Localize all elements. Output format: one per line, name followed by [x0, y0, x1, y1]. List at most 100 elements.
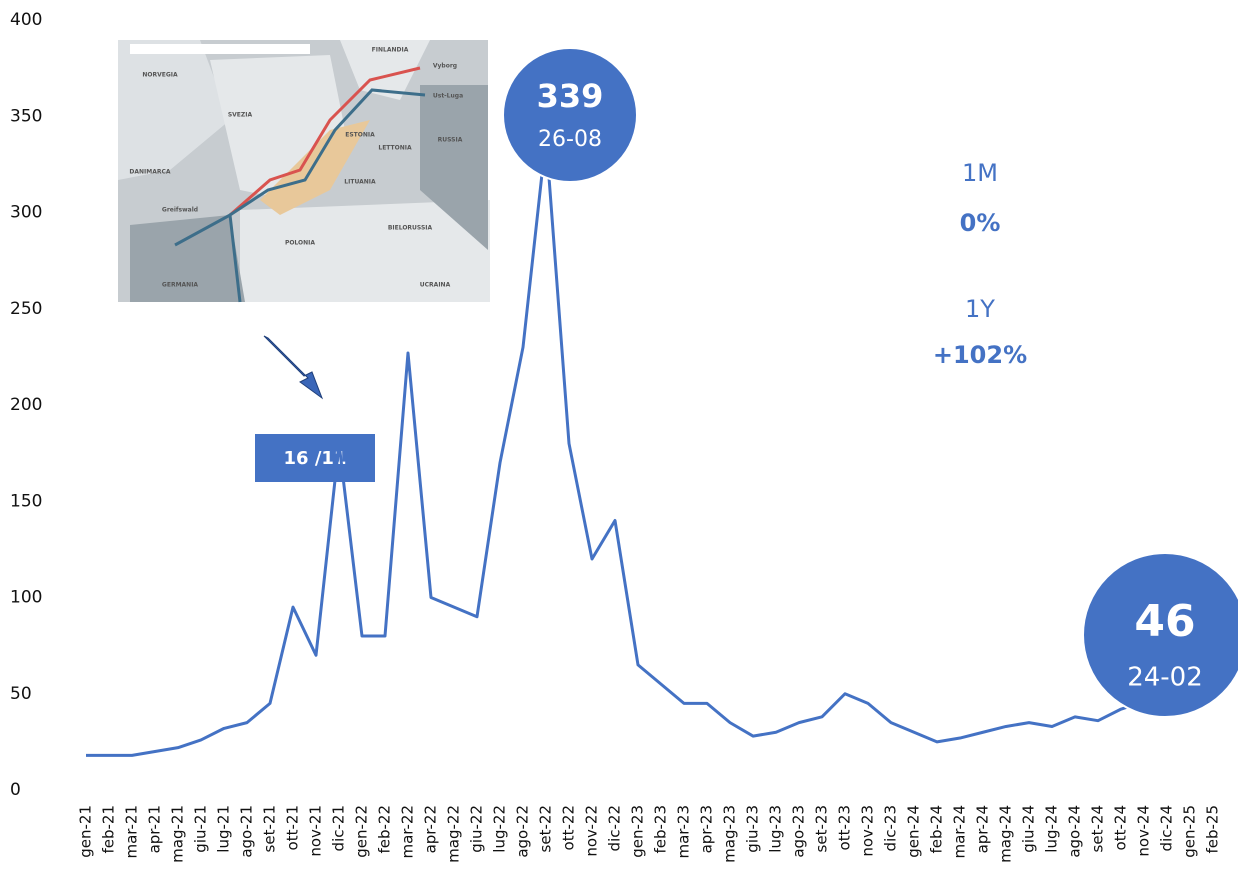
x-tick-label: ago-21: [238, 805, 256, 858]
map-label: NORVEGIA: [142, 72, 178, 79]
x-tick-label: lug-23: [767, 805, 785, 853]
map-label: UCRAINA: [420, 282, 451, 289]
x-tick-label: dic-24: [1158, 805, 1176, 851]
x-tick-label: giu-22: [468, 805, 486, 853]
m1-value: 0%: [960, 209, 1001, 237]
x-tick-label: gen-23: [629, 805, 647, 858]
map-land: [118, 40, 230, 180]
x-tick-label: gen-24: [905, 805, 923, 858]
x-tick-label: set-24: [1089, 805, 1107, 852]
map-label: GERMANIA: [162, 282, 199, 289]
last-value: 46: [1134, 596, 1195, 647]
x-tick-label: ott-24: [1112, 805, 1130, 850]
arrow: [263, 335, 324, 400]
x-tick-label: lug-22: [491, 805, 509, 853]
map-land: [340, 40, 430, 100]
y-tick-label: 150: [10, 491, 42, 511]
map-label: Vyborg: [433, 63, 457, 70]
x-tick-label: giu-24: [1020, 805, 1038, 853]
x-tick-label: mar-21: [123, 805, 141, 859]
peak-bubble: [502, 47, 638, 183]
map-label: LITUANIA: [344, 179, 376, 186]
y1-value: +102%: [933, 341, 1027, 369]
map-russia: [420, 85, 488, 250]
map-inset: FINLANDIA NORVEGIA SVEZIA RUSSIA ESTONIALETT…: [118, 40, 490, 303]
y-tick-label: 300: [10, 203, 42, 223]
map-label: Ust-Luga: [433, 93, 463, 100]
map-pipe: [229, 88, 426, 217]
x-tick-label: apr-23: [698, 805, 716, 853]
m1-label: 1M: [962, 159, 998, 187]
x-tick-label: ago-23: [790, 805, 808, 858]
map-land: [240, 200, 490, 302]
x-tick-label: nov-21: [307, 805, 325, 857]
x-tick-label: set-23: [813, 805, 831, 852]
x-tick-label: ago-22: [514, 805, 532, 858]
x-tick-label: dic-23: [882, 805, 900, 851]
x-tick-label: gen-22: [353, 805, 371, 858]
last-date: 24-02: [1127, 663, 1203, 693]
x-tick-label: mar-23: [675, 805, 693, 859]
y-tick-label: 0: [10, 780, 21, 800]
map-label: DANIMARCA: [129, 169, 171, 176]
map-label: ESTONIA: [345, 132, 375, 139]
x-tick-label: feb-21: [100, 805, 118, 854]
map-label: RUSSIA: [438, 137, 463, 144]
event-box: [253, 432, 377, 484]
x-tick-label: mar-22: [399, 805, 417, 859]
map-label: FINLANDIA: [372, 47, 409, 54]
series-line: [86, 135, 1145, 757]
x-tick-label: feb-24: [928, 805, 946, 854]
peak-date: 26-08: [538, 127, 602, 152]
x-tick-label: mag-24: [997, 805, 1015, 863]
x-tick-label: lug-21: [215, 805, 233, 853]
x-tick-label: ott-22: [560, 805, 578, 850]
x-tick-label: feb-23: [652, 805, 670, 854]
x-tick-label: ott-21: [284, 805, 302, 850]
x-tick-label: nov-24: [1135, 805, 1153, 857]
map-route: [260, 120, 370, 215]
x-tick-label: apr-22: [422, 805, 440, 853]
x-tick-label: apr-24: [974, 805, 992, 853]
last-bubble: [1082, 552, 1238, 718]
x-tick-label: giu-23: [744, 805, 762, 853]
y-tick-label: 50: [10, 684, 32, 704]
x-tick-label: set-22: [537, 805, 555, 852]
y1-label: 1Y: [965, 295, 995, 323]
x-tick-label: ago-24: [1066, 805, 1084, 858]
y-tick-label: 200: [10, 395, 42, 415]
x-tick-label: nov-22: [583, 805, 601, 857]
x-tick-label: mar-24: [951, 805, 969, 859]
x-tick-label: nov-23: [859, 805, 877, 857]
x-tick-label: feb-25: [1204, 805, 1222, 854]
y-tick-label: 250: [10, 299, 42, 319]
map-pipe: [229, 66, 421, 217]
event-label: 16 /11: [284, 448, 347, 469]
map-label: Greifswald: [162, 207, 198, 214]
map-label: LETTONIA: [378, 145, 412, 152]
x-tick-label: gen-25: [1181, 805, 1199, 858]
x-tick-label: gen-21: [77, 805, 95, 858]
y-tick-label: 350: [10, 106, 42, 126]
map-label: BIELORUSSIA: [388, 225, 433, 232]
x-tick-label: feb-22: [376, 805, 394, 854]
map-label: POLONIA: [285, 240, 315, 247]
x-tick-label: apr-21: [146, 805, 164, 853]
x-tick-label: mag-22: [445, 805, 463, 863]
map-label: SVEZIA: [228, 112, 253, 119]
peak-value: 339: [537, 77, 604, 115]
y-tick-label: 100: [10, 588, 42, 608]
x-tick-label: mag-23: [721, 805, 739, 863]
x-tick-label: dic-21: [330, 805, 348, 851]
x-tick-label: dic-22: [606, 805, 624, 851]
x-tick-label: mag-21: [169, 805, 187, 863]
y-tick-label: 400: [10, 10, 42, 30]
x-tick-label: set-21: [261, 805, 279, 852]
x-tick-label: giu-21: [192, 805, 210, 853]
map-legend: [130, 44, 310, 54]
x-tick-label: ott-23: [836, 805, 854, 850]
map-germany: [130, 215, 245, 302]
x-tick-label: lug-24: [1043, 805, 1061, 853]
map-pipe: [174, 212, 242, 303]
